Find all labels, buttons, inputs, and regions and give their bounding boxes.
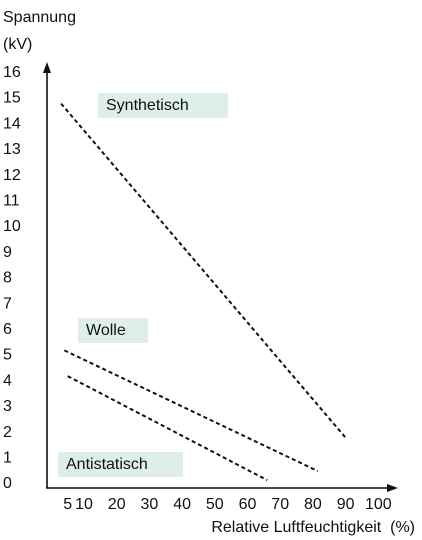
x-tick-label: 10 bbox=[75, 496, 93, 513]
x-tick-label: 20 bbox=[108, 496, 126, 513]
y-axis-label: Spannung bbox=[3, 9, 76, 26]
y-tick-label: 4 bbox=[3, 372, 12, 389]
x-axis-label: Relative Luftfeuchtigkeit (%) bbox=[211, 519, 415, 536]
x-tick-label: 40 bbox=[173, 496, 191, 513]
label-box bbox=[58, 452, 183, 477]
series-label: Antistatisch bbox=[66, 456, 148, 473]
y-tick-label: 3 bbox=[3, 398, 12, 415]
y-tick-label: 11 bbox=[3, 193, 20, 210]
x-tick-label: 60 bbox=[239, 496, 257, 513]
y-tick-label: 1 bbox=[3, 450, 12, 467]
x-tick-label: 70 bbox=[271, 496, 289, 513]
y-tick-label: 12 bbox=[3, 167, 21, 184]
y-tick-label: 9 bbox=[3, 244, 12, 261]
label-box bbox=[78, 318, 148, 343]
y-tick-label: 16 bbox=[3, 64, 21, 81]
series-line bbox=[63, 349, 319, 473]
x-tick-label: 90 bbox=[337, 496, 355, 513]
y-axis-unit: (kV) bbox=[3, 36, 32, 53]
y-tick-label: 14 bbox=[3, 115, 21, 132]
series-label: Synthetisch bbox=[106, 97, 189, 114]
x-tick-label: 80 bbox=[304, 496, 322, 513]
x-tick-label: 30 bbox=[141, 496, 159, 513]
y-tick-label: 7 bbox=[3, 295, 12, 312]
series-label: Wolle bbox=[86, 322, 126, 339]
y-tick-label: 8 bbox=[3, 270, 12, 287]
series-line bbox=[67, 375, 268, 481]
x-axis-arrow bbox=[387, 484, 398, 492]
x-tick-label: 50 bbox=[206, 496, 224, 513]
label-box bbox=[98, 93, 228, 118]
y-tick-label: 0 bbox=[3, 475, 12, 492]
y-tick-label: 13 bbox=[3, 141, 21, 158]
y-tick-label: 6 bbox=[3, 321, 12, 338]
y-axis-arrow bbox=[43, 62, 51, 73]
x-tick-label: 100 bbox=[365, 496, 392, 513]
y-tick-label: 10 bbox=[3, 218, 21, 235]
y-tick-label: 5 bbox=[3, 347, 12, 364]
y-tick-label: 15 bbox=[3, 90, 21, 107]
y-tick-label: 2 bbox=[3, 424, 12, 441]
series-line bbox=[60, 102, 347, 439]
x-tick-label: 5 bbox=[63, 496, 72, 513]
